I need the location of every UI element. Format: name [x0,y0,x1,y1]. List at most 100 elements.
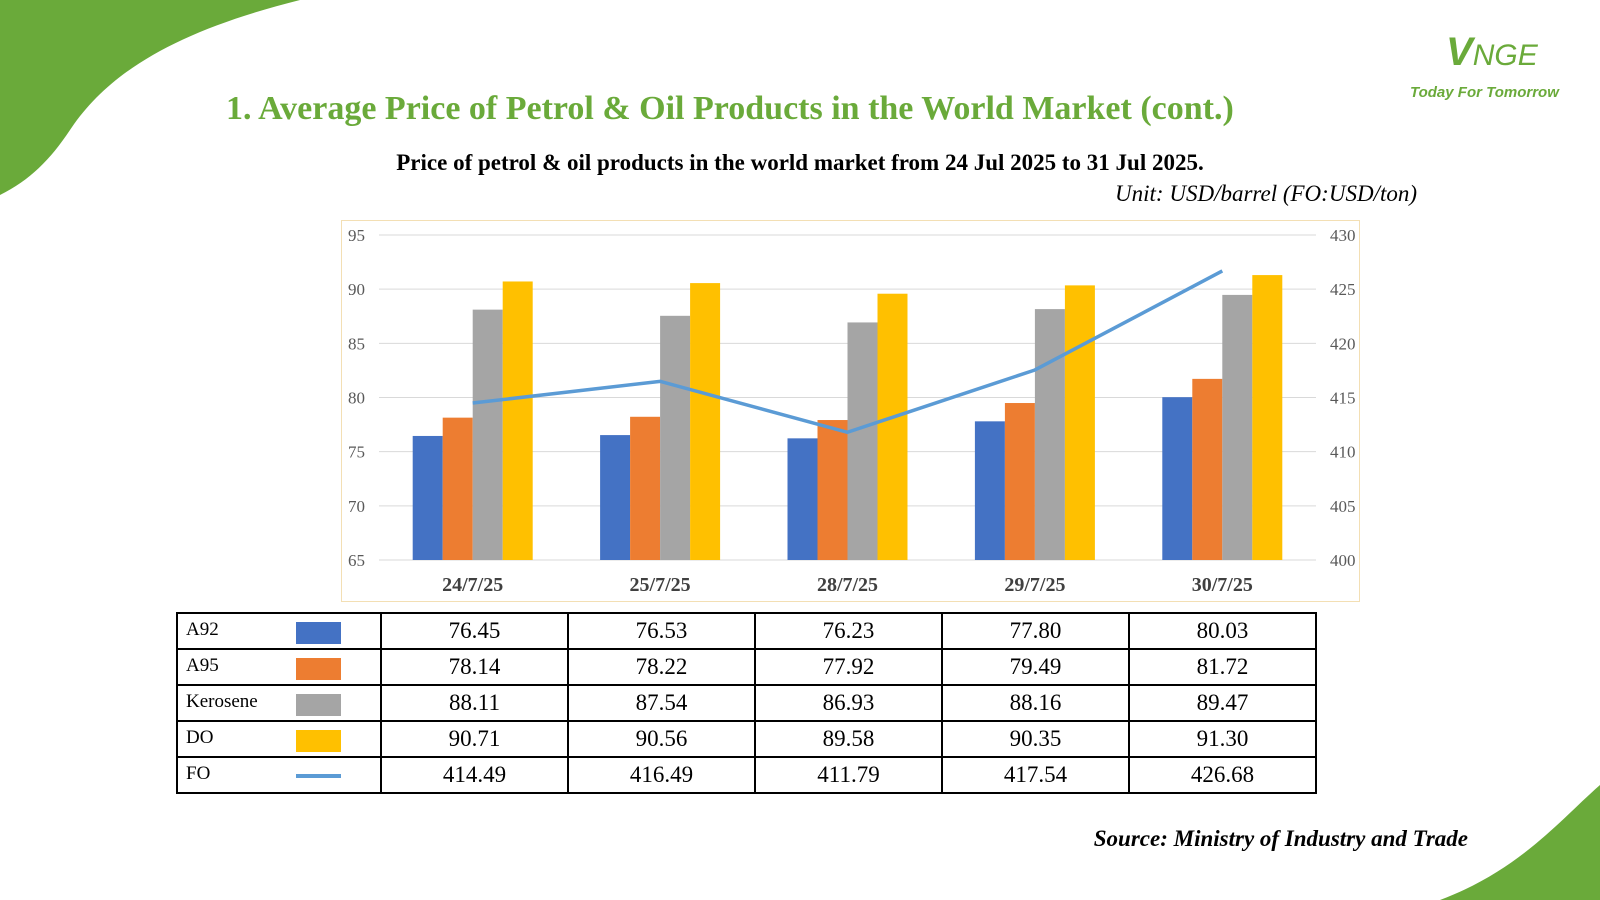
row-label: DO [186,727,214,748]
bar-a92 [974,421,1005,560]
y2-tick-label: 425 [1330,280,1356,299]
y-tick-label: 80 [348,389,365,408]
legend-swatch [296,730,341,752]
table-row: A92 76.45 76.53 76.23 77.80 80.03 [176,612,1317,650]
y2-tick-label: 430 [1330,226,1356,245]
logo-wordmark: VNGE [1446,30,1538,75]
row-label: FO [186,763,211,784]
x-tick-label: 29/7/25 [1004,574,1065,596]
y-tick-label: 75 [348,443,365,462]
table-row: FO 414.49 416.49 411.79 417.54 426.68 [176,756,1317,794]
value-cell: 76.23 [754,612,943,650]
value-cell: 81.72 [1128,648,1317,686]
data-table: A92 76.45 76.53 76.23 77.80 80.03 A95 78.14 78.2… [176,612,1317,794]
value-cell: 91.30 [1128,720,1317,758]
value-cell: 88.16 [941,684,1130,722]
y2-tick-label: 420 [1330,334,1356,353]
value-cell: 90.56 [567,720,756,758]
row-label: A95 [186,655,219,676]
bar-a92 [412,435,443,560]
bar-do [502,281,533,560]
bar-do [1064,285,1095,560]
unit-note: Unit: USD/barrel (FO:USD/ton) [1115,181,1417,206]
x-tick-label: 25/7/25 [630,574,691,596]
bar-a92 [600,435,631,560]
y-tick-label: 95 [348,226,365,245]
chart-subtitle: Price of petrol & oil products in the wo… [396,150,1204,175]
y2-tick-label: 405 [1330,497,1356,516]
bar-kerosene [660,315,691,560]
bar-kerosene [847,322,878,560]
bar-a95 [1192,378,1223,560]
value-cell: 89.47 [1128,684,1317,722]
value-cell: 87.54 [567,684,756,722]
top-left-leaf-shape [0,0,300,195]
value-cell: 76.45 [380,612,569,650]
y-tick-label: 90 [348,280,365,299]
value-cell: 88.11 [380,684,569,722]
bar-do [690,283,721,560]
value-cell: 78.22 [567,648,756,686]
value-cell: 86.93 [754,684,943,722]
page-title: 1. Average Price of Petrol & Oil Product… [226,90,1234,127]
value-cell: 77.80 [941,612,1130,650]
logo-tagline: Today For Tomorrow [1410,84,1559,101]
bar-a95 [442,417,473,560]
y-tick-label: 70 [348,497,365,516]
value-cell: 416.49 [567,756,756,794]
bar-a95 [817,420,848,560]
bar-do [1252,275,1283,560]
x-tick-label: 24/7/25 [442,574,503,596]
row-label: A92 [186,619,219,640]
value-cell: 78.14 [380,648,569,686]
value-cell: 414.49 [380,756,569,794]
brand-logo: VNGE Today For Tomorrow [1400,20,1580,110]
value-cell: 90.71 [380,720,569,758]
y2-tick-label: 415 [1330,389,1356,408]
value-cell: 417.54 [941,756,1130,794]
line-fo [472,269,1224,435]
bar-a95 [1004,403,1035,560]
table-row: Kerosene 88.11 87.54 86.93 88.16 89.47 [176,684,1317,722]
table-row: DO 90.71 90.56 89.58 90.35 91.30 [176,720,1317,758]
y-tick-label: 65 [348,551,365,570]
legend-swatch [296,622,341,644]
legend-swatch [296,658,341,680]
combo-chart: 95 430 90 425 85 420 80 415 75 410 70 405 65 400 24/7/… [348,226,1356,596]
legend-swatch [296,774,341,778]
y2-tick-label: 410 [1330,443,1356,462]
row-label: Kerosene [186,691,258,712]
row-header-cell: Kerosene [176,684,382,722]
row-header-cell: DO [176,720,382,758]
table-row: A95 78.14 78.22 77.92 79.49 81.72 [176,648,1317,686]
value-cell: 411.79 [754,756,943,794]
value-cell: 90.35 [941,720,1130,758]
y2-tick-label: 400 [1330,551,1356,570]
row-header-cell: A92 [176,612,382,650]
bar-kerosene [1222,294,1253,560]
bar-kerosene [472,309,503,560]
logo-name: NGE [1472,39,1538,72]
x-tick-label: 28/7/25 [817,574,878,596]
value-cell: 77.92 [754,648,943,686]
logo-initial: V [1446,30,1473,74]
bar-a92 [1162,397,1193,560]
chart-frame [341,220,1360,602]
y-tick-label: 85 [348,334,365,353]
legend-swatch [296,694,341,716]
value-cell: 89.58 [754,720,943,758]
value-cell: 76.53 [567,612,756,650]
x-tick-label: 30/7/25 [1192,574,1253,596]
row-header-cell: FO [176,756,382,794]
value-cell: 79.49 [941,648,1130,686]
value-cell: 80.03 [1128,612,1317,650]
bar-a92 [787,438,818,560]
bar-do [877,293,908,560]
bottom-right-leaf-shape [1440,785,1600,900]
bar-a95 [630,416,661,560]
bar-kerosene [1034,309,1065,560]
row-header-cell: A95 [176,648,382,686]
value-cell: 426.68 [1128,756,1317,794]
source-note: Source: Ministry of Industry and Trade [1093,826,1468,851]
